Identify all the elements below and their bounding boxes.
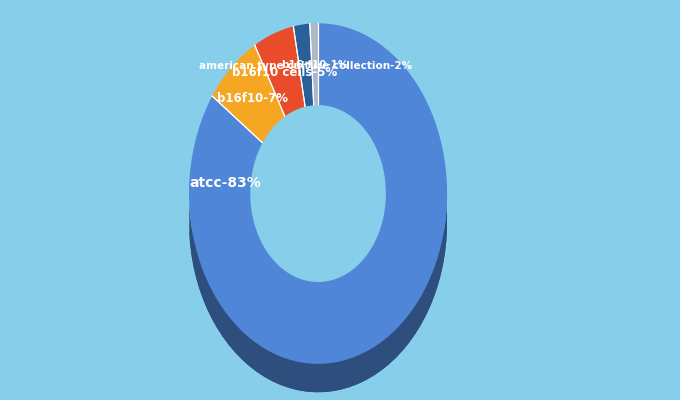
Text: b16-f10-1%: b16-f10-1% (282, 60, 349, 70)
Polygon shape (189, 226, 447, 392)
Polygon shape (212, 45, 285, 143)
Text: b16f10 cells-5%: b16f10 cells-5% (232, 66, 337, 79)
Polygon shape (251, 198, 385, 310)
Text: american type culture collection-2%: american type culture collection-2% (199, 60, 412, 70)
Polygon shape (310, 23, 318, 106)
Text: b16f10-7%: b16f10-7% (217, 92, 288, 104)
Polygon shape (189, 201, 447, 392)
Text: atcc-83%: atcc-83% (189, 176, 261, 190)
Polygon shape (189, 23, 447, 364)
Polygon shape (251, 106, 385, 281)
Polygon shape (293, 24, 313, 108)
Polygon shape (255, 26, 305, 117)
